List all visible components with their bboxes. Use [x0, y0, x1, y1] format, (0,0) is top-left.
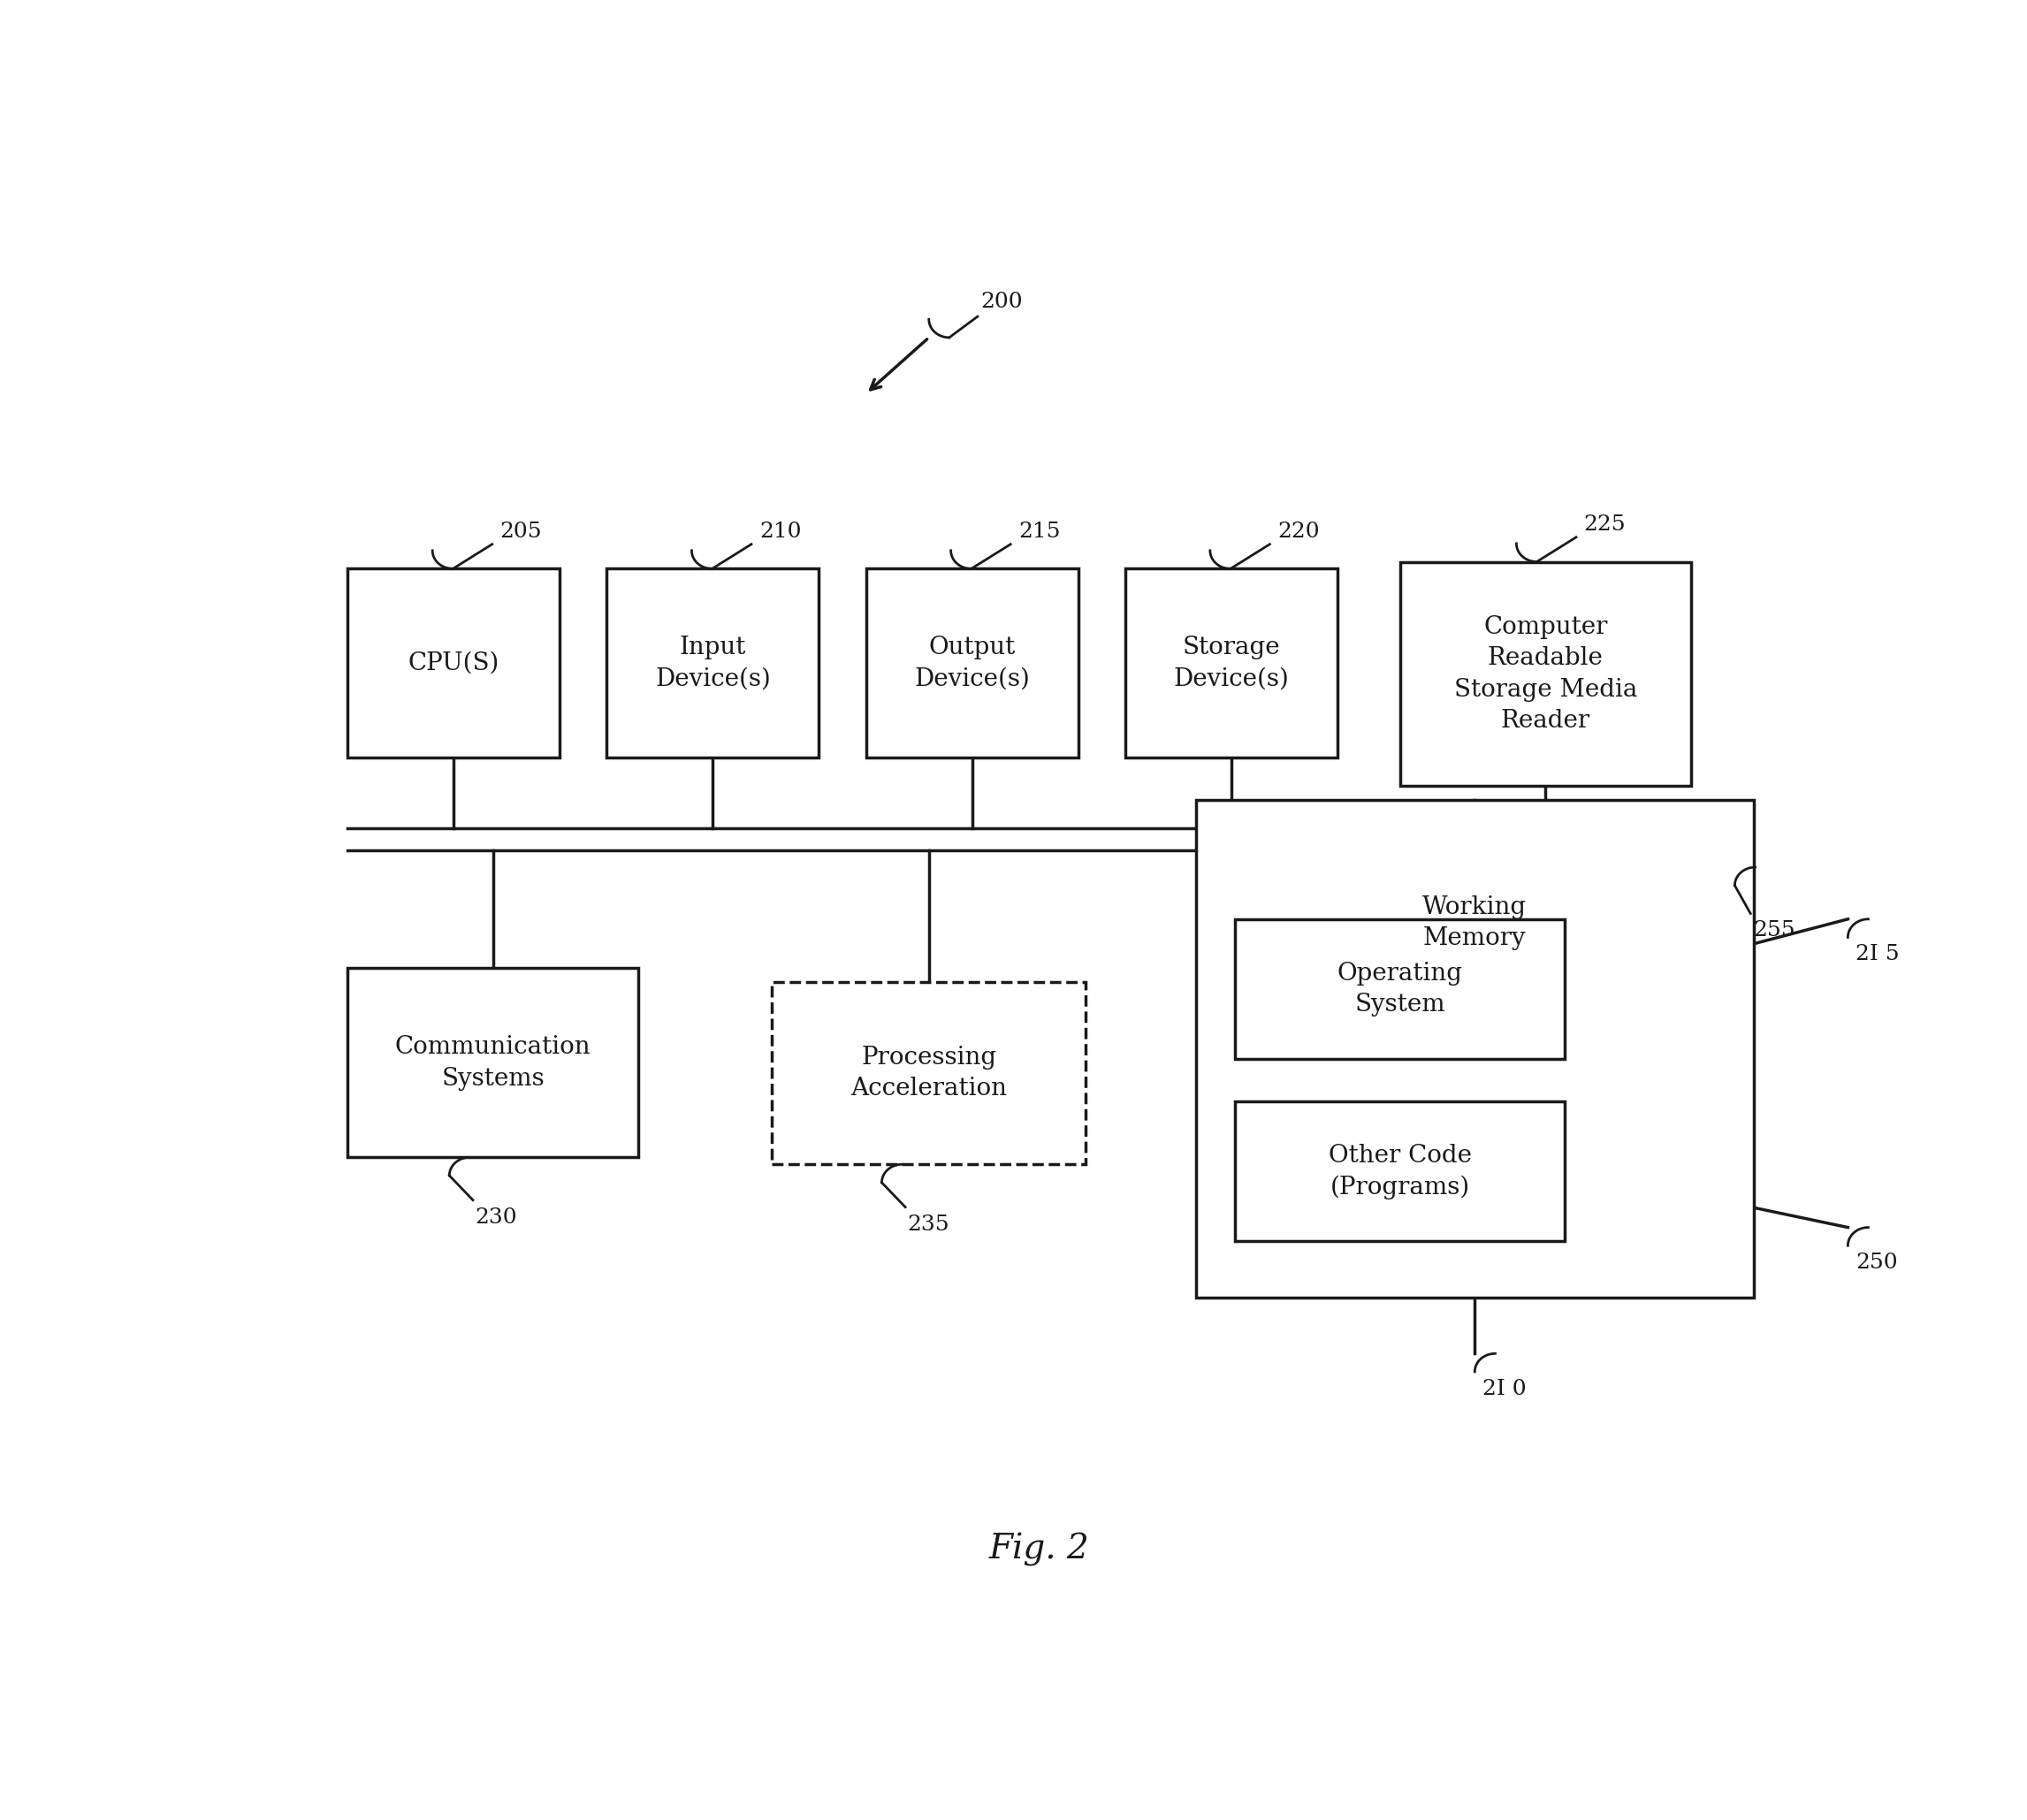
Text: 200: 200: [981, 291, 1024, 313]
Text: Operating
System: Operating System: [1338, 961, 1463, 1017]
Text: 205: 205: [501, 521, 541, 541]
Text: Communication
Systems: Communication Systems: [395, 1036, 592, 1090]
Bar: [1196, 801, 1753, 1298]
Text: Input
Device(s): Input Device(s): [655, 635, 770, 692]
Text: 230: 230: [474, 1207, 517, 1227]
Text: CPU(S): CPU(S): [407, 652, 499, 675]
Bar: [1234, 1101, 1565, 1241]
Bar: [1401, 562, 1691, 786]
Bar: [772, 983, 1086, 1165]
Text: Processing
Acceleration: Processing Acceleration: [851, 1046, 1007, 1101]
Text: 235: 235: [908, 1214, 949, 1234]
Text: Working
Memory: Working Memory: [1423, 895, 1526, 950]
Text: Other Code
(Programs): Other Code (Programs): [1328, 1143, 1472, 1199]
Bar: [866, 568, 1078, 757]
Text: Fig. 2: Fig. 2: [989, 1532, 1088, 1567]
Bar: [1234, 919, 1565, 1059]
Text: 255: 255: [1753, 921, 1796, 941]
Bar: [349, 968, 639, 1158]
Text: 215: 215: [1018, 521, 1060, 541]
Text: 250: 250: [1857, 1252, 1897, 1272]
Text: 2I 5: 2I 5: [1857, 945, 1899, 965]
Bar: [1125, 568, 1338, 757]
Text: Computer
Readable
Storage Media
Reader: Computer Readable Storage Media Reader: [1453, 615, 1638, 733]
Text: 225: 225: [1583, 513, 1626, 535]
Text: Output
Device(s): Output Device(s): [914, 635, 1030, 692]
Bar: [349, 568, 559, 757]
Text: 210: 210: [760, 521, 801, 541]
Bar: [606, 568, 819, 757]
Text: Storage
Device(s): Storage Device(s): [1174, 635, 1289, 692]
Text: 220: 220: [1277, 521, 1320, 541]
Text: 2I 0: 2I 0: [1482, 1380, 1526, 1400]
